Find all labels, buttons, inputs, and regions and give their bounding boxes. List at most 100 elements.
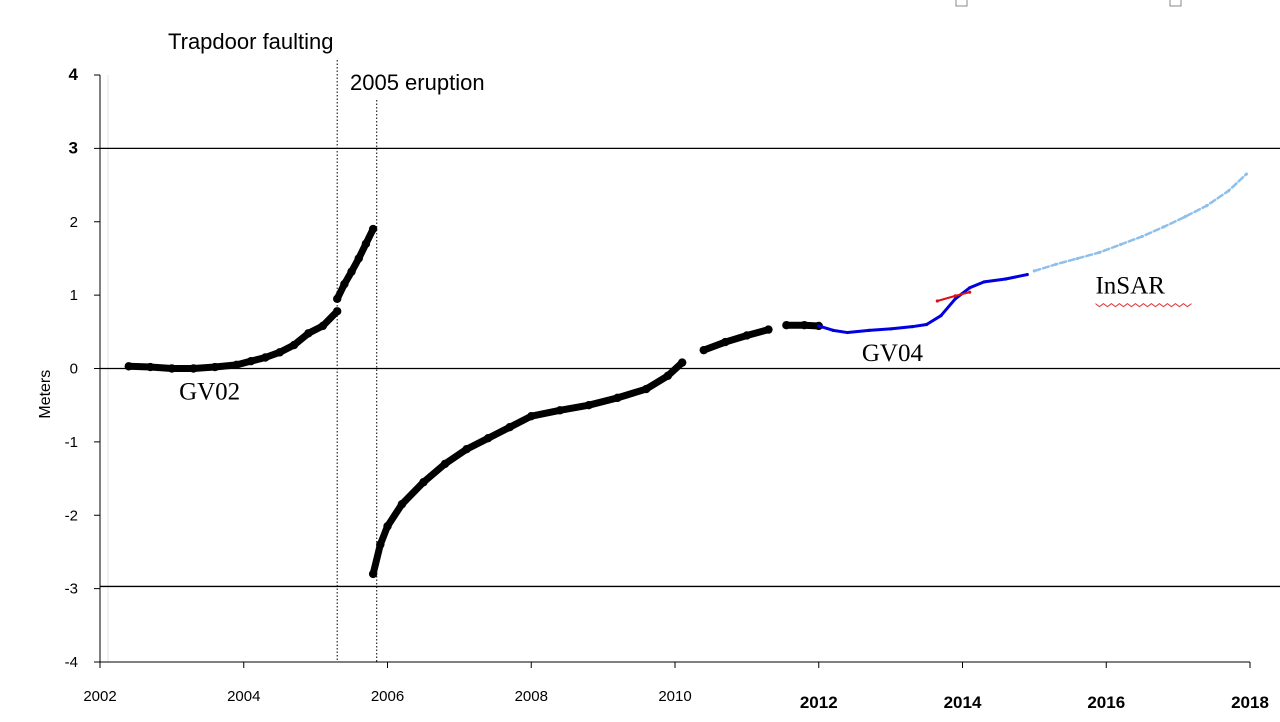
data-point — [368, 224, 378, 234]
data-point — [613, 393, 622, 403]
data-point — [440, 459, 450, 469]
data-point — [361, 239, 371, 248]
y-tick-label: -2 — [65, 507, 78, 524]
data-point — [1032, 269, 1036, 273]
data-point — [462, 445, 471, 454]
data-point — [817, 324, 821, 328]
data-point — [1162, 225, 1166, 229]
series-gv02-line — [369, 359, 686, 578]
y-tick-label: 0 — [70, 361, 78, 378]
data-point — [1244, 172, 1249, 176]
y-tick-label: 2 — [70, 214, 78, 231]
data-point — [677, 358, 687, 367]
x-tick-label: 2006 — [371, 688, 404, 705]
series-gv02-line — [333, 225, 377, 303]
y-tick-label: -3 — [65, 581, 78, 598]
data-point — [1097, 250, 1101, 255]
x-tick-label: 2002 — [83, 688, 116, 705]
data-point — [968, 286, 972, 290]
series-gv04-line — [817, 273, 1029, 335]
data-point — [764, 325, 773, 334]
data-point — [982, 280, 986, 284]
data-point — [1183, 215, 1187, 219]
event-label: 2005 eruption — [350, 70, 485, 95]
data-point — [167, 364, 177, 373]
data-point — [368, 569, 378, 579]
data-point — [210, 362, 220, 372]
series-gv02-line — [125, 307, 341, 372]
y-tick-label: 3 — [69, 138, 78, 157]
y-tick-label: 1 — [70, 287, 78, 304]
data-point — [383, 522, 392, 531]
data-point — [289, 340, 299, 350]
data-point — [261, 353, 270, 362]
data-point — [146, 362, 155, 372]
data-point — [1226, 189, 1231, 193]
data-point — [332, 294, 342, 303]
data-point — [304, 329, 313, 338]
data-point — [968, 290, 972, 294]
x-tick-label: 2010 — [658, 688, 691, 705]
x-tick-label: 2008 — [515, 688, 548, 705]
chart-series — [124, 172, 1249, 579]
series-label: InSAR — [1095, 273, 1165, 300]
data-point — [721, 337, 730, 347]
y-axis-title: Meters — [37, 370, 54, 419]
data-point — [699, 345, 708, 355]
x-tick-label: 2014 — [944, 693, 982, 712]
chart-text: 4 3 2 1 0 -1 -2 -3 -4 2002 2004 2006 2008 2010 2012 201… — [37, 29, 1269, 712]
data-point — [1025, 272, 1029, 277]
series-insar-line — [1033, 172, 1248, 273]
series-label: GV02 — [179, 378, 240, 405]
data-point — [505, 423, 514, 432]
data-point — [742, 331, 752, 340]
x-tick-label: 2016 — [1087, 693, 1125, 712]
data-point — [555, 406, 565, 415]
data-point — [924, 322, 929, 327]
data-point — [642, 384, 651, 394]
data-point — [527, 411, 536, 421]
corner-mark-right — [1169, 0, 1182, 7]
data-point — [124, 362, 133, 371]
data-point — [1004, 277, 1008, 281]
series-gv02-line — [700, 326, 772, 354]
data-point — [800, 321, 809, 330]
data-point — [935, 299, 939, 303]
data-point — [189, 364, 198, 373]
data-point — [845, 330, 850, 335]
x-tick-label: 2004 — [227, 688, 260, 705]
data-point — [354, 254, 363, 263]
data-point — [483, 434, 493, 443]
corner-mark-left — [955, 0, 968, 7]
y-tick-label: -1 — [65, 434, 78, 451]
data-point — [1054, 262, 1058, 266]
data-point — [340, 279, 349, 289]
data-point — [953, 297, 957, 301]
data-point — [889, 327, 893, 331]
data-point — [275, 348, 284, 357]
data-point — [1119, 242, 1123, 247]
y-tick-label: 4 — [69, 65, 79, 84]
data-point — [419, 478, 428, 487]
data-point — [953, 294, 957, 298]
chart-axes — [94, 74, 1251, 668]
data-point — [939, 314, 943, 318]
data-point — [867, 328, 871, 332]
data-point — [910, 325, 914, 329]
event-label: Trapdoor faulting — [168, 29, 334, 54]
spellcheck-underline — [1095, 303, 1192, 308]
x-tick-label: 2018 — [1231, 693, 1269, 712]
data-point — [831, 328, 835, 332]
data-point — [1140, 234, 1144, 239]
x-tick-label: 2012 — [800, 693, 838, 712]
data-point — [332, 307, 342, 316]
data-point — [1205, 204, 1209, 208]
y-tick-label: -4 — [65, 654, 78, 671]
data-point — [232, 360, 241, 370]
data-point — [318, 321, 328, 331]
data-point — [584, 400, 593, 410]
series-label: GV04 — [862, 340, 924, 367]
data-point — [246, 356, 256, 366]
data-point — [347, 267, 356, 276]
